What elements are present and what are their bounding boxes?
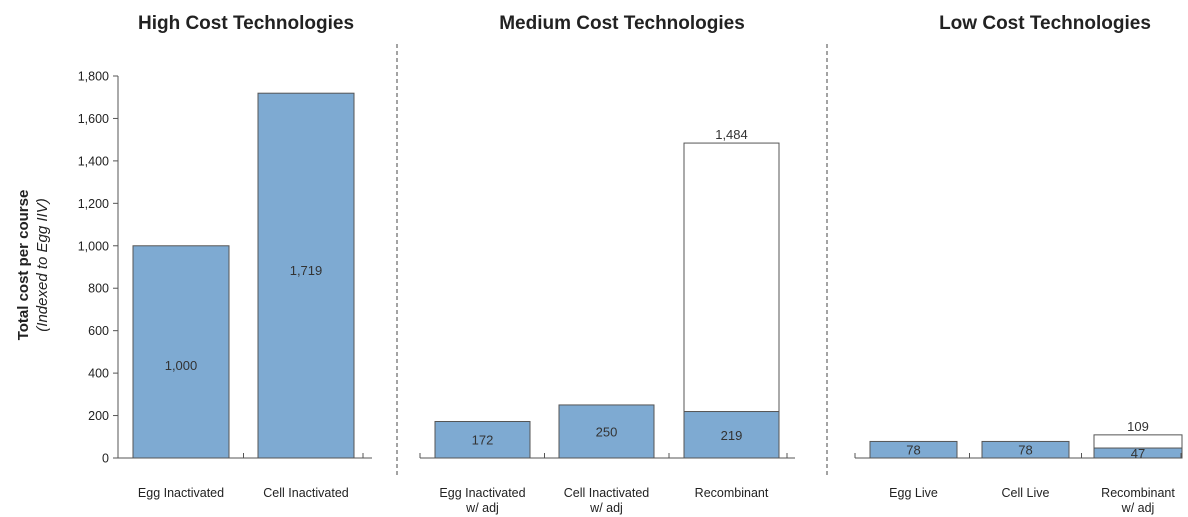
y-tick-label: 800 bbox=[88, 282, 109, 296]
x-category-label: w/ adj bbox=[589, 501, 623, 515]
panel-title: Low Cost Technologies bbox=[939, 13, 1151, 34]
x-category-label: Egg Inactivated bbox=[439, 486, 525, 500]
y-tick-label: 1,800 bbox=[78, 70, 109, 84]
panel-title: High Cost Technologies bbox=[138, 13, 354, 34]
bar bbox=[132, 245, 230, 459]
x-category-label: w/ adj bbox=[1121, 501, 1155, 515]
bar bbox=[683, 411, 780, 459]
bar bbox=[558, 404, 655, 459]
bar bbox=[1093, 447, 1183, 459]
bar-total bbox=[683, 142, 780, 459]
bar-value-label: 1,719 bbox=[290, 263, 323, 278]
bar-value-label: 78 bbox=[906, 443, 920, 458]
y-tick-label: 1,000 bbox=[78, 239, 109, 253]
x-category-label: Egg Live bbox=[889, 486, 938, 500]
bar bbox=[869, 440, 958, 459]
x-category-label: Recombinant bbox=[1101, 486, 1175, 500]
y-tick-label: 200 bbox=[88, 409, 109, 423]
y-axis-title: Total cost per course bbox=[15, 190, 32, 341]
x-category-label: w/ adj bbox=[465, 501, 499, 515]
y-tick-label: 1,600 bbox=[78, 112, 109, 126]
y-tick-label: 1,400 bbox=[78, 154, 109, 168]
y-tick-label: 0 bbox=[102, 452, 109, 466]
bar-value-label: 1,000 bbox=[165, 358, 198, 373]
x-category-label: Recombinant bbox=[695, 486, 769, 500]
bar-value-label: 47 bbox=[1131, 446, 1145, 461]
y-tick-label: 1,200 bbox=[78, 197, 109, 211]
bar bbox=[257, 92, 355, 459]
bar-value-label: 78 bbox=[1018, 443, 1032, 458]
bar bbox=[981, 440, 1070, 459]
panel-title: Medium Cost Technologies bbox=[499, 13, 745, 34]
bar-value-label: 172 bbox=[472, 433, 494, 448]
y-axis-subtitle: (Indexed to Egg IIV) bbox=[34, 198, 51, 331]
x-category-label: Cell Live bbox=[1002, 486, 1050, 500]
bar-value-label: 219 bbox=[721, 428, 743, 443]
bar bbox=[434, 420, 531, 459]
x-category-label: Egg Inactivated bbox=[138, 486, 224, 500]
y-tick-label: 400 bbox=[88, 367, 109, 381]
bar-value-label: 250 bbox=[596, 424, 618, 439]
bar-total-label: 109 bbox=[1127, 419, 1149, 434]
x-category-label: Cell Inactivated bbox=[263, 486, 349, 500]
y-tick-label: 600 bbox=[88, 324, 109, 338]
x-category-label: Cell Inactivated bbox=[564, 486, 650, 500]
bar-total-label: 1,484 bbox=[715, 127, 748, 142]
